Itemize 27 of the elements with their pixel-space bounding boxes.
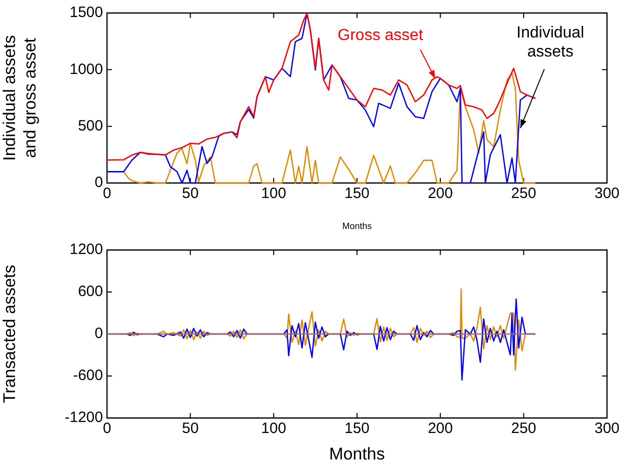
x-axis-title: Months xyxy=(329,444,385,464)
x-tick-label: 50 xyxy=(182,185,199,202)
x-tick-label: 250 xyxy=(511,420,536,438)
x-tick-label: 200 xyxy=(428,420,453,438)
x-tick-label: 100 xyxy=(261,185,286,202)
x-tick-label: 300 xyxy=(594,420,620,438)
y-tick-label: 1500 xyxy=(70,4,103,22)
x-tick-label: 150 xyxy=(344,420,370,438)
x-tick-label: 50 xyxy=(182,420,199,438)
x-tick-label: 200 xyxy=(428,185,453,202)
y-tick-label: 500 xyxy=(78,117,103,134)
x-tick-label: 150 xyxy=(344,185,370,202)
x-axis-title: Months xyxy=(342,221,372,232)
x-tick-label: 100 xyxy=(261,420,286,438)
x-tick-label: 300 xyxy=(594,185,620,202)
y-axis-title: Transacted assets xyxy=(0,264,19,404)
y-tick-label: -1200 xyxy=(64,409,103,426)
y-tick-label: 0 xyxy=(94,325,103,342)
x-tick-label: 250 xyxy=(511,185,536,202)
y-tick-label: 1000 xyxy=(70,60,103,78)
y-axis-title: Individual assets and gross asset xyxy=(0,35,40,161)
y-tick-label: 600 xyxy=(78,283,103,300)
y-tick-label: 1200 xyxy=(70,241,103,258)
y-tick-label: 0 xyxy=(94,174,103,192)
annotation: Individual assets xyxy=(516,24,584,60)
y-tick-label: -600 xyxy=(72,367,103,384)
annotation: Gross asset xyxy=(338,27,424,44)
